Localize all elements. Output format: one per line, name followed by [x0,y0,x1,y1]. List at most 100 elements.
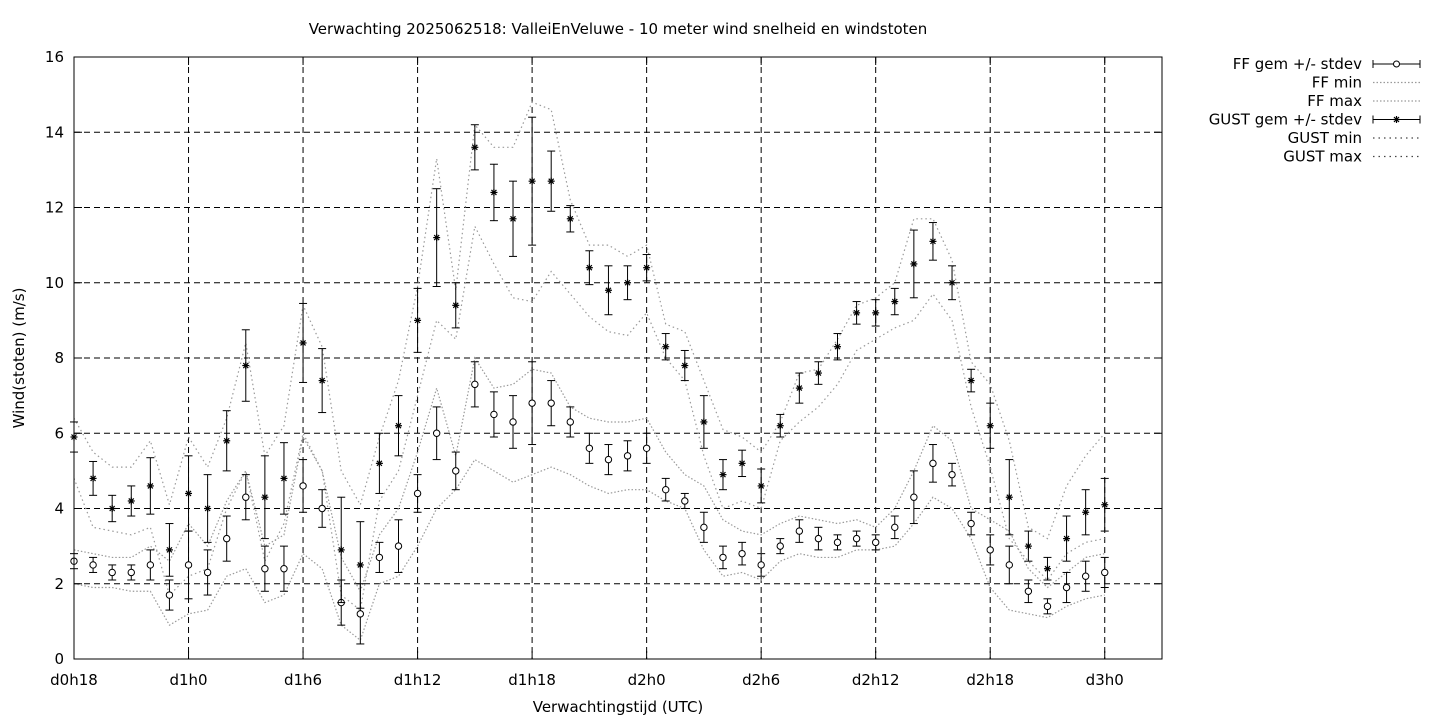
y-tick-label: 2 [54,575,64,593]
x-tick-label: d1h6 [284,671,322,689]
ff-point [891,523,899,532]
gust-point [624,279,632,287]
x-tick-label: d2h18 [966,671,1014,689]
legend-label-2: FF max [1307,92,1362,110]
ff-point [452,467,460,475]
ff-point [1062,583,1071,592]
ff-point [967,519,975,528]
ff-point [108,568,116,577]
ff-point [642,444,651,452]
gust-point [280,474,288,482]
legend-swatch-3 [1372,115,1421,124]
legend-label-3: GUST gem +/- stdev [1209,111,1362,129]
gust-point [719,471,727,479]
ff-point [1101,568,1109,577]
gust-point [509,215,517,223]
ff-point [681,497,689,505]
gust-point [375,459,383,467]
ff-point [948,470,956,479]
ff-point [184,561,193,569]
gust-point [452,301,460,309]
ff-point [165,591,174,599]
y-tick-label: 10 [45,274,64,292]
ff-point [623,452,632,460]
gust-point [757,482,765,490]
gust-point [776,422,784,430]
x-tick-label: d3h0 [1086,671,1124,689]
ff-point [89,561,97,569]
ff-point [280,565,288,573]
ff-point [776,542,784,550]
gust-point [662,343,670,351]
ff-point [604,455,613,464]
x-tick-label: d0h18 [50,671,98,689]
legend-label-1: FF min [1312,74,1362,92]
ff-point [471,380,479,389]
ff-point [700,523,708,532]
gust-point [1005,493,1013,501]
gust-point [127,497,135,505]
y-tick-label: 16 [45,48,64,66]
ff-point [814,534,823,543]
ff-point [757,561,765,569]
dotted-series-lines [73,101,1106,642]
gust-point [108,505,116,512]
ff-point [528,399,536,407]
ff-point [1005,561,1013,569]
gust-point [1024,542,1032,550]
gust-point [910,260,918,268]
gust-point [471,143,479,151]
y-tick-label: 12 [45,199,64,217]
gust-point [165,546,173,554]
ff-point [662,485,670,494]
x-tick-label: d2h12 [852,671,900,689]
x-axis-label: Verwachtingstijd (UTC) [533,698,704,716]
gust-point [318,377,326,385]
gust-point [967,377,975,385]
gust-point [528,177,536,185]
ff-point [986,546,994,554]
errorbar-series [70,116,1109,645]
gust-point [204,505,212,512]
gust-point [700,418,708,426]
ff-point [203,568,212,577]
gust-point [643,264,651,272]
gust-point [1082,508,1090,516]
legend-swatch-0 [1372,60,1421,68]
gust-point [795,384,803,392]
series-line-5 [73,101,1106,540]
ff-point [585,444,594,452]
gust-point [948,279,956,287]
ff-point [375,553,384,562]
gust-point [834,343,842,351]
legend-label-5: GUST max [1283,148,1362,166]
ff-point [738,549,746,558]
legend-label-0: FF gem +/- stdev [1233,55,1362,73]
gust-point [853,309,861,317]
gust-point [394,422,402,430]
gust-point [604,286,612,294]
gust-point [1101,501,1109,509]
gust-point [356,561,364,569]
legend-label-4: GUST min [1288,129,1362,147]
gust-point [146,482,154,490]
ff-point [929,459,937,468]
x-tick-label: d2h0 [628,671,666,689]
gust-point [223,437,231,445]
ff-point [490,410,498,419]
gust-point [89,474,97,482]
x-tick-label: d1h12 [394,671,442,689]
ff-point [242,493,250,501]
y-tick-label: 14 [45,123,64,141]
gust-point [891,298,899,306]
chart-title: Verwachting 2025062518: ValleiEnVeluwe -… [309,20,928,38]
x-tick-label: d1h0 [169,671,207,689]
ff-point [432,429,441,437]
ff-point [566,418,574,426]
y-tick-label: 4 [54,500,64,518]
y-tick-label: 0 [54,650,64,668]
gust-point [242,362,250,370]
grid-lines [73,57,1162,659]
